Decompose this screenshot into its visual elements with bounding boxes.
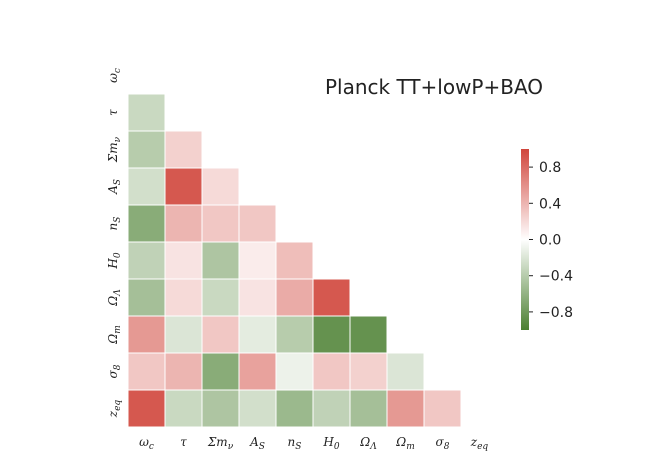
- x-tick-label: nS: [288, 435, 302, 452]
- y-tick-label: zeq: [106, 400, 123, 419]
- heatmap-cell: [349, 315, 388, 354]
- heatmap-cell: [312, 389, 351, 428]
- heatmap-cell: [127, 204, 166, 243]
- x-tick-label: ωc: [139, 435, 154, 452]
- heatmap-cell: [201, 167, 240, 206]
- heatmap-cell: [127, 278, 166, 317]
- heatmap-cell: [164, 278, 203, 317]
- heatmap-cell: [349, 352, 388, 391]
- y-tick-label: σ8: [106, 364, 123, 378]
- heatmap-cell: [275, 315, 314, 354]
- y-tick-labels: ωc τ Σmν AS nS H0 ΩΛ Ωm σ8 zeq: [106, 68, 123, 418]
- colorbar-tick-label: −0.4: [539, 269, 573, 285]
- heatmap-cell: [164, 389, 203, 428]
- heatmap-cell: [238, 352, 277, 391]
- heatmap-cells: [127, 93, 462, 428]
- y-tick-label: AS: [106, 179, 123, 195]
- colorbar-tick-label: 0.8: [539, 160, 561, 176]
- heatmap-cell: [127, 130, 166, 169]
- heatmap-cell: [164, 315, 203, 354]
- heatmap-cell: [312, 352, 351, 391]
- heatmap-cell: [238, 278, 277, 317]
- heatmap-cell: [201, 204, 240, 243]
- chart-title: Planck TT+lowP+BAO: [325, 75, 543, 99]
- x-tick-label: τ: [180, 435, 187, 449]
- heatmap-cell: [238, 389, 277, 428]
- y-tick-label: Ωm: [106, 325, 123, 345]
- heatmap-cell: [275, 278, 314, 317]
- colorbar: 0.8 0.4 0.0 −0.4 −0.8: [521, 149, 573, 330]
- y-tick-label: τ: [106, 109, 120, 116]
- x-tick-label: H0: [322, 435, 339, 452]
- heatmap-cell: [164, 204, 203, 243]
- heatmap-cell: [127, 389, 166, 428]
- colorbar-tick-label: −0.8: [539, 305, 573, 321]
- x-tick-label: σ8: [436, 435, 450, 452]
- y-tick-label: ΩΛ: [106, 289, 123, 307]
- heatmap-cell: [201, 278, 240, 317]
- heatmap-cell: [127, 315, 166, 354]
- x-tick-label: ΩΛ: [359, 435, 377, 452]
- heatmap-cell: [312, 278, 351, 317]
- heatmap-cell: [127, 93, 166, 132]
- x-tick-label: Σmν: [207, 435, 234, 452]
- colorbar-tick-label: 0.4: [539, 196, 561, 212]
- heatmap-cell: [127, 167, 166, 206]
- y-tick-label: Σmν: [106, 136, 123, 163]
- colorbar-ticks: 0.8 0.4 0.0 −0.4 −0.8: [529, 160, 573, 321]
- heatmap-cell: [423, 389, 462, 428]
- heatmap-cell: [349, 389, 388, 428]
- y-tick-label: nS: [106, 217, 123, 231]
- y-tick-label: H0: [106, 252, 123, 269]
- heatmap-cell: [201, 352, 240, 391]
- heatmap-cell: [275, 389, 314, 428]
- heatmap-cell: [127, 352, 166, 391]
- heatmap-cell: [275, 352, 314, 391]
- heatmap-cell: [312, 315, 351, 354]
- heatmap-cell: [238, 315, 277, 354]
- heatmap-cell: [201, 315, 240, 354]
- heatmap-cell: [164, 352, 203, 391]
- heatmap-cell: [386, 389, 425, 428]
- heatmap-cell: [275, 241, 314, 280]
- heatmap-cell: [201, 389, 240, 428]
- heatmap-cell: [238, 241, 277, 280]
- heatmap-cell: [238, 204, 277, 243]
- colorbar-tick-label: 0.0: [539, 233, 561, 249]
- x-tick-labels: ωc τ Σmν AS nS H0 ΩΛ Ωm σ8 zeq: [139, 435, 488, 452]
- heatmap-cell: [127, 241, 166, 280]
- x-tick-label: zeq: [470, 435, 489, 452]
- heatmap-cell: [386, 352, 425, 391]
- heatmap-cell: [164, 241, 203, 280]
- heatmap-cell: [164, 167, 203, 206]
- x-tick-label: Ωm: [395, 435, 415, 452]
- heatmap-cell: [164, 130, 203, 169]
- x-tick-label: AS: [249, 435, 265, 452]
- y-tick-label: ωc: [106, 68, 123, 83]
- heatmap-cell: [201, 241, 240, 280]
- colorbar-gradient: [521, 149, 529, 330]
